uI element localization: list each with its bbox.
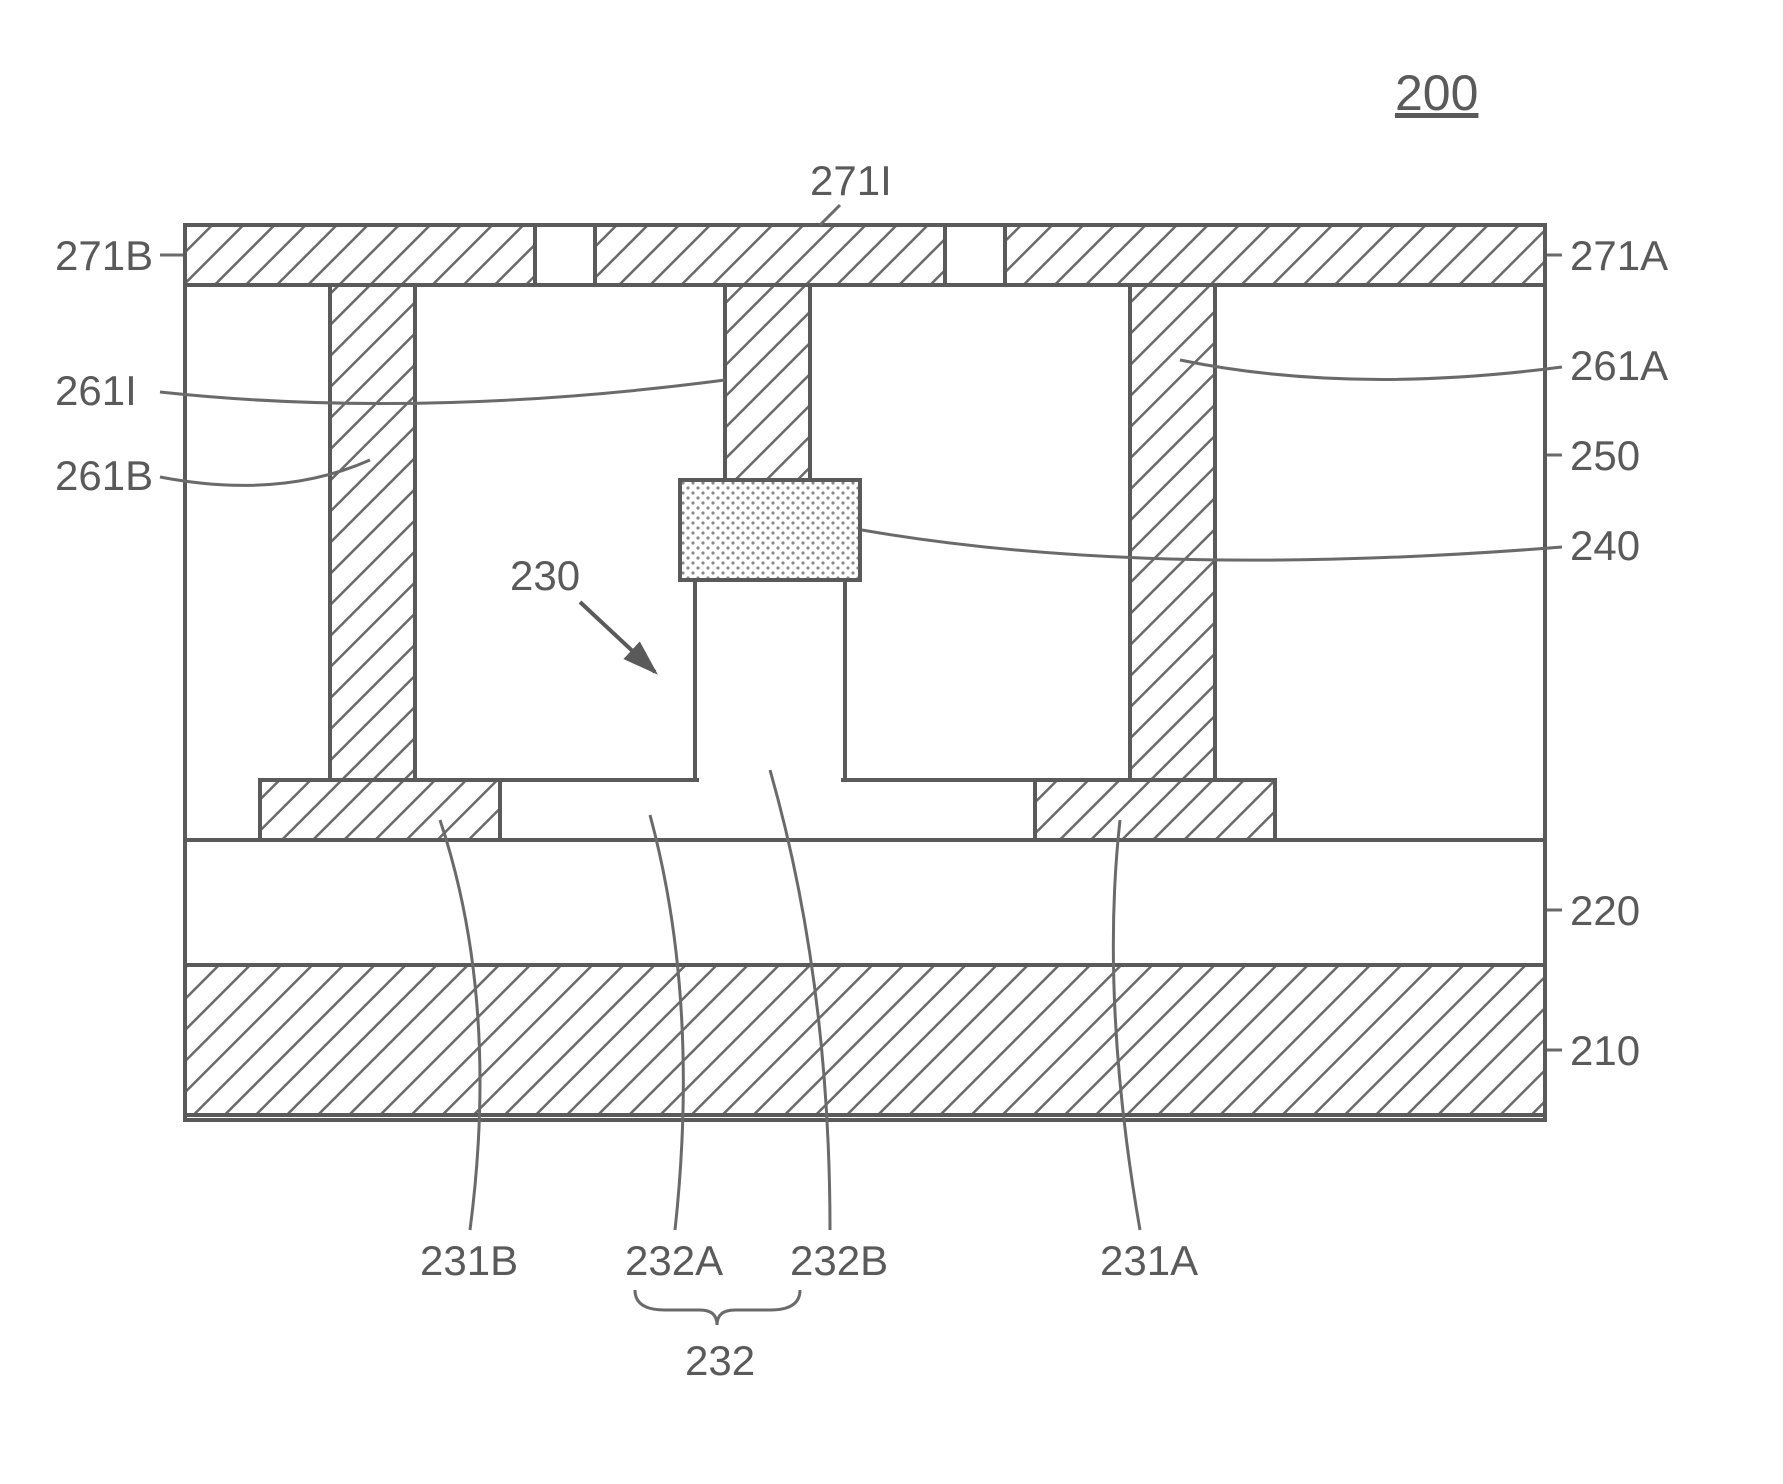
label-271B: 271B (55, 232, 153, 279)
label-210: 210 (1570, 1027, 1640, 1074)
layer-210 (185, 965, 1545, 1115)
label-232A: 232A (625, 1237, 723, 1284)
plate-271A (1005, 225, 1545, 285)
label-232: 232 (685, 1337, 755, 1384)
label-250: 250 (1570, 432, 1640, 479)
label-232B: 232B (790, 1237, 888, 1284)
label-261B: 261B (55, 452, 153, 499)
label-271I: 271I (810, 157, 892, 204)
block-240 (680, 480, 860, 580)
label-220: 220 (1570, 887, 1640, 934)
label-261I: 261I (55, 367, 137, 414)
pad-231B (260, 780, 500, 840)
plate-271I (595, 225, 945, 285)
figure-number: 200 (1395, 65, 1478, 121)
diagram-svg: 200 271I 271B 261I 261B 271A 261A 250 24… (0, 0, 1783, 1484)
region-232A (500, 780, 1035, 840)
via-261I (725, 285, 810, 480)
label-240: 240 (1570, 522, 1640, 569)
label-230: 230 (510, 552, 580, 599)
brace-232 (635, 1290, 800, 1325)
label-261A: 261A (1570, 342, 1668, 389)
label-271A: 271A (1570, 232, 1668, 279)
via-261B (330, 285, 415, 780)
layer-220 (185, 840, 1545, 965)
arrow-230 (580, 602, 655, 672)
region-232B (695, 580, 845, 780)
via-261A (1130, 285, 1215, 780)
label-231A: 231A (1100, 1237, 1198, 1284)
label-231B: 231B (420, 1237, 518, 1284)
plate-271B (185, 225, 535, 285)
pad-231A (1035, 780, 1275, 840)
